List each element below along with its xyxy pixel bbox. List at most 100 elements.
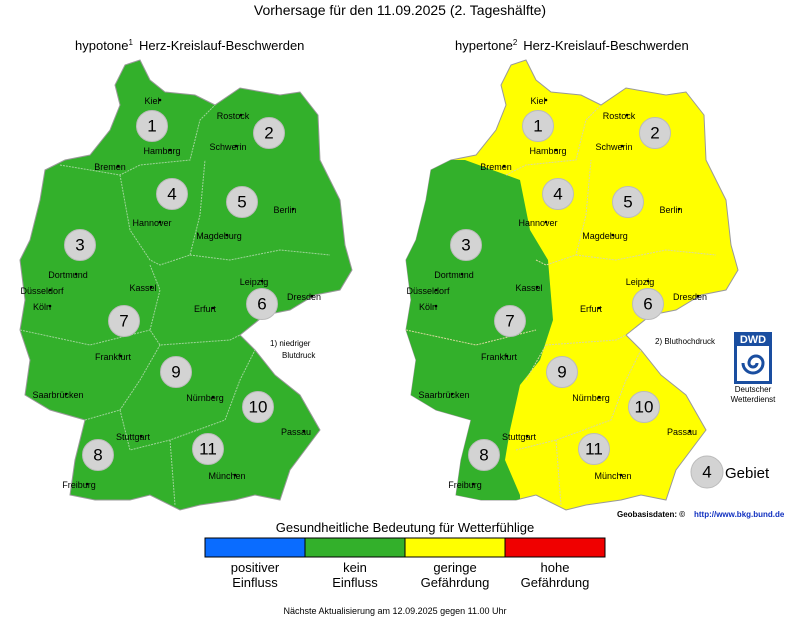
map-name: hypotone	[75, 38, 129, 53]
region-number: 9	[171, 362, 180, 381]
region-circle	[546, 356, 578, 388]
map-heading: hypertone2 Herz-Kreislauf-Beschwerden	[455, 38, 689, 53]
city-label: Passau	[667, 427, 697, 437]
city-dot	[168, 148, 172, 152]
city-label: Leipzig	[240, 277, 269, 287]
logo-abbr: DWD	[740, 334, 766, 346]
region-circle	[160, 356, 192, 388]
region-number: 2	[650, 123, 659, 142]
scale-label: Gefährdung	[421, 575, 490, 590]
source-link[interactable]: http://www.bkg.bund.de	[694, 510, 785, 519]
city-dot	[471, 482, 475, 486]
city-dot	[535, 285, 539, 289]
region-circle	[226, 186, 258, 218]
city-dot	[450, 392, 454, 396]
city-dot	[48, 288, 52, 292]
city-dot	[302, 429, 306, 433]
city-dot	[620, 144, 624, 148]
city-dot	[260, 279, 264, 283]
region-number: 4	[553, 184, 562, 203]
city-dot	[158, 98, 162, 102]
city-dot	[434, 288, 438, 292]
city-dot	[116, 164, 120, 168]
city-label: Nürnberg	[186, 393, 224, 403]
city-dot	[48, 304, 52, 308]
city-dot	[611, 233, 615, 237]
region-legend-circle	[690, 455, 724, 489]
region-number: 10	[635, 397, 654, 416]
region-circle	[494, 305, 526, 337]
region-number: 8	[479, 445, 488, 464]
city-dot	[239, 113, 243, 117]
city-label: Hannover	[132, 218, 171, 228]
region-circle	[639, 117, 671, 149]
city-label: Köln	[419, 302, 437, 312]
city-dot	[211, 395, 215, 399]
city-label: Rostock	[217, 111, 250, 121]
map-area	[19, 59, 353, 511]
city-dot	[310, 294, 314, 298]
region-number: 4	[167, 184, 176, 203]
scale-label: Einfluss	[232, 575, 278, 590]
city-label: Schwerin	[209, 142, 246, 152]
region-number: 5	[623, 192, 632, 211]
region-circle	[246, 288, 278, 320]
source-label: Geobasisdaten: ©	[617, 510, 685, 519]
city-dot	[597, 306, 601, 310]
city-dot	[64, 392, 68, 396]
region-number: 2	[264, 123, 273, 142]
city-label: Hamburg	[143, 146, 180, 156]
scale-title: Gesundheitliche Bedeutung für Wetterfühl…	[276, 520, 534, 535]
scale-label: positiver	[231, 560, 280, 575]
city-label: Kassel	[129, 283, 156, 293]
city-label: Rostock	[603, 111, 636, 121]
region-number: 3	[75, 235, 84, 254]
scale-label: Gefährdung	[521, 575, 590, 590]
logo-swirl	[741, 354, 765, 375]
logo-name: Deutscher	[735, 385, 772, 394]
region-circle	[136, 110, 168, 142]
region-circle	[192, 433, 224, 465]
region-circle	[522, 110, 554, 142]
scale-label: geringe	[433, 560, 476, 575]
city-dot	[291, 207, 295, 211]
city-label: Freiburg	[62, 480, 96, 490]
map-footnote: 1) niedriger	[270, 339, 311, 348]
city-label: Saarbrücken	[32, 390, 83, 400]
region-circle	[253, 117, 285, 149]
region-circle	[108, 305, 140, 337]
city-dot	[225, 233, 229, 237]
city-label: München	[208, 471, 245, 481]
city-label: Frankfurt	[95, 352, 132, 362]
city-label: Dortmund	[434, 270, 474, 280]
city-label: Passau	[281, 427, 311, 437]
city-dot	[619, 473, 623, 477]
city-dot	[211, 306, 215, 310]
region-number: 7	[119, 311, 128, 330]
region-circle	[156, 178, 188, 210]
city-dot	[85, 482, 89, 486]
map-note: 1	[129, 38, 134, 47]
city-dot	[460, 272, 464, 276]
map-subtitle: Herz-Kreislauf-Beschwerden	[139, 38, 304, 53]
city-label: Düsseldorf	[406, 286, 450, 296]
region-number: 7	[505, 311, 514, 330]
region-number: 3	[461, 235, 470, 254]
city-dot	[688, 429, 692, 433]
scale-swatch	[504, 537, 606, 558]
region-number: 1	[533, 116, 542, 135]
region-number: 10	[249, 397, 268, 416]
region-legend-number: 4	[702, 462, 711, 481]
region-circle	[612, 186, 644, 218]
city-dot	[625, 113, 629, 117]
title: Vorhersage für den 11.09.2025 (2. Tagesh…	[254, 2, 546, 18]
city-dot	[544, 98, 548, 102]
city-label: Frankfurt	[481, 352, 518, 362]
city-label: Stuttgart	[502, 432, 537, 442]
region-legend-label: Gebiet	[725, 465, 770, 482]
city-dot	[149, 285, 153, 289]
city-dot	[505, 354, 509, 358]
map-name: hypertone	[455, 38, 513, 53]
city-label: Dortmund	[48, 270, 88, 280]
